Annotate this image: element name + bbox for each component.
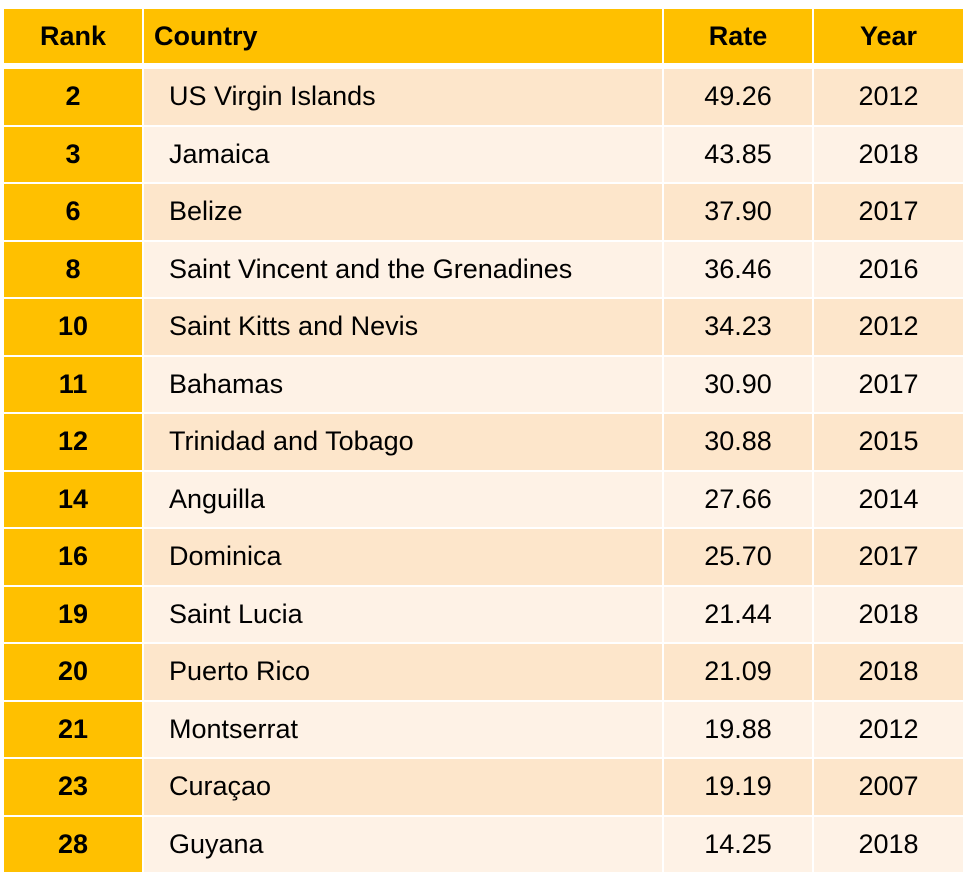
cell-rank: 23 [4,759,142,815]
table-row: 12 Trinidad and Tobago 30.88 2015 [4,414,963,470]
cell-rate: 43.85 [664,126,812,182]
cell-year: 2018 [814,644,963,700]
cell-year: 2017 [814,356,963,412]
cell-rate: 25.70 [664,529,812,585]
table-row: 28 Guyana 14.25 2018 [4,816,963,872]
cell-rank: 8 [4,241,142,297]
cell-rank: 14 [4,471,142,527]
cell-rate: 37.90 [664,184,812,240]
cell-country: Trinidad and Tobago [144,414,662,470]
cell-rate: 34.23 [664,299,812,355]
cell-country: Puerto Rico [144,644,662,700]
cell-rank: 2 [4,69,142,125]
cell-year: 2018 [814,586,963,642]
cell-rank: 20 [4,644,142,700]
table-row: 21 Montserrat 19.88 2012 [4,701,963,757]
cell-country: Bahamas [144,356,662,412]
cell-year: 2018 [814,816,963,872]
header-row: Rank Country Rate Year [4,9,963,67]
table-row: 14 Anguilla 27.66 2014 [4,471,963,527]
cell-rate: 21.44 [664,586,812,642]
cell-country: US Virgin Islands [144,69,662,125]
cell-country: Saint Lucia [144,586,662,642]
header-year: Year [814,9,963,67]
table-row: 11 Bahamas 30.90 2017 [4,356,963,412]
cell-rate: 49.26 [664,69,812,125]
table-row: 19 Saint Lucia 21.44 2018 [4,586,963,642]
table-row: 2 US Virgin Islands 49.26 2012 [4,69,963,125]
cell-rate: 14.25 [664,816,812,872]
cell-year: 2017 [814,529,963,585]
header-country: Country [144,9,662,67]
cell-year: 2015 [814,414,963,470]
cell-rank: 19 [4,586,142,642]
table-row: 16 Dominica 25.70 2017 [4,529,963,585]
cell-rank: 28 [4,816,142,872]
cell-year: 2018 [814,126,963,182]
cell-year: 2012 [814,299,963,355]
cell-country: Curaçao [144,759,662,815]
cell-country: Dominica [144,529,662,585]
cell-rate: 30.90 [664,356,812,412]
table-row: 3 Jamaica 43.85 2018 [4,126,963,182]
cell-rank: 6 [4,184,142,240]
table-row: 23 Curaçao 19.19 2007 [4,759,963,815]
table-row: 20 Puerto Rico 21.09 2018 [4,644,963,700]
cell-rank: 3 [4,126,142,182]
cell-rank: 11 [4,356,142,412]
cell-rate: 19.88 [664,701,812,757]
cell-country: Saint Vincent and the Grenadines [144,241,662,297]
cell-year: 2014 [814,471,963,527]
cell-year: 2017 [814,184,963,240]
cell-country: Guyana [144,816,662,872]
cell-rank: 10 [4,299,142,355]
cell-rank: 21 [4,701,142,757]
cell-rate: 30.88 [664,414,812,470]
table-row: 6 Belize 37.90 2017 [4,184,963,240]
cell-country: Anguilla [144,471,662,527]
cell-country: Jamaica [144,126,662,182]
header-rank: Rank [4,9,142,67]
rate-table: Rank Country Rate Year 2 US Virgin Island… [2,7,965,874]
cell-country: Montserrat [144,701,662,757]
cell-rank: 12 [4,414,142,470]
cell-rank: 16 [4,529,142,585]
cell-year: 2007 [814,759,963,815]
cell-country: Belize [144,184,662,240]
cell-year: 2012 [814,69,963,125]
cell-rate: 21.09 [664,644,812,700]
cell-rate: 19.19 [664,759,812,815]
header-rate: Rate [664,9,812,67]
table-row: 10 Saint Kitts and Nevis 34.23 2012 [4,299,963,355]
cell-rate: 36.46 [664,241,812,297]
cell-year: 2016 [814,241,963,297]
cell-rate: 27.66 [664,471,812,527]
table-row: 8 Saint Vincent and the Grenadines 36.46 20… [4,241,963,297]
cell-year: 2012 [814,701,963,757]
cell-country: Saint Kitts and Nevis [144,299,662,355]
